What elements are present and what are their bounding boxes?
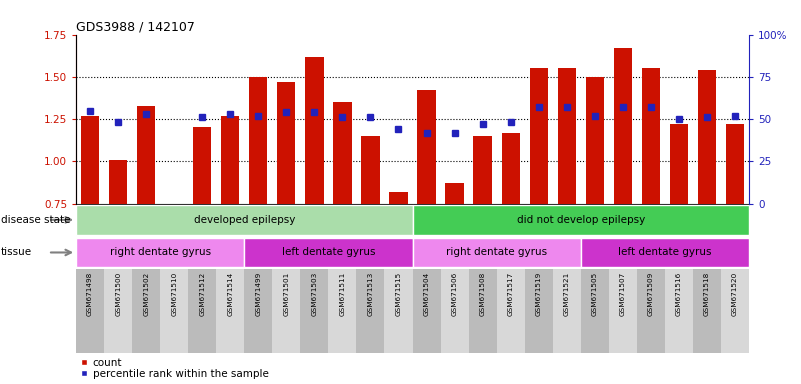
Bar <box>193 127 211 204</box>
Bar <box>76 269 104 353</box>
Text: GSM671516: GSM671516 <box>676 272 682 316</box>
Text: GSM671508: GSM671508 <box>480 272 485 316</box>
Text: GSM671515: GSM671515 <box>396 272 401 316</box>
Bar <box>272 269 300 353</box>
Text: GSM671511: GSM671511 <box>340 272 345 316</box>
Text: GSM671505: GSM671505 <box>592 272 598 316</box>
Bar <box>109 160 127 204</box>
Bar <box>726 124 744 204</box>
Bar <box>104 269 132 353</box>
Bar <box>389 192 408 204</box>
Bar <box>361 136 380 204</box>
Bar <box>356 269 384 353</box>
Bar <box>413 269 441 353</box>
Text: GSM671500: GSM671500 <box>115 272 121 316</box>
Text: GSM671517: GSM671517 <box>508 272 513 316</box>
Text: left dentate gyrus: left dentate gyrus <box>282 247 375 258</box>
Bar <box>637 269 665 353</box>
Text: disease state: disease state <box>1 215 70 225</box>
Bar <box>76 238 244 267</box>
Bar <box>501 132 520 204</box>
Bar <box>445 183 464 204</box>
Text: GSM671518: GSM671518 <box>704 272 710 316</box>
Bar <box>698 70 716 204</box>
Text: right dentate gyrus: right dentate gyrus <box>110 247 211 258</box>
Bar <box>614 48 632 204</box>
Bar <box>76 205 413 235</box>
Bar <box>216 269 244 353</box>
Bar <box>413 205 749 235</box>
Bar <box>221 116 239 204</box>
Bar <box>586 77 604 204</box>
Text: left dentate gyrus: left dentate gyrus <box>618 247 711 258</box>
Bar <box>81 116 99 204</box>
Bar <box>441 269 469 353</box>
Bar <box>244 238 413 267</box>
Bar <box>188 269 216 353</box>
Text: GSM671507: GSM671507 <box>620 272 626 316</box>
Bar <box>277 82 296 204</box>
Text: GSM671503: GSM671503 <box>312 272 317 316</box>
Bar <box>609 269 637 353</box>
Bar <box>721 269 749 353</box>
Bar <box>553 269 581 353</box>
Bar <box>384 269 413 353</box>
Bar <box>525 269 553 353</box>
Bar <box>160 269 188 353</box>
Text: GSM671519: GSM671519 <box>536 272 541 316</box>
Bar <box>413 238 581 267</box>
Text: tissue: tissue <box>1 247 32 258</box>
Text: GSM671502: GSM671502 <box>143 272 149 316</box>
Bar <box>244 269 272 353</box>
Text: GSM671509: GSM671509 <box>648 272 654 316</box>
Text: GSM671499: GSM671499 <box>256 272 261 316</box>
Text: GSM671520: GSM671520 <box>732 272 738 316</box>
Text: GDS3988 / 142107: GDS3988 / 142107 <box>76 20 195 33</box>
Bar <box>132 269 160 353</box>
Bar <box>249 77 268 204</box>
Bar <box>642 68 660 204</box>
Bar <box>557 68 576 204</box>
Legend: count, percentile rank within the sample: count, percentile rank within the sample <box>82 358 268 379</box>
Text: developed epilepsy: developed epilepsy <box>194 215 295 225</box>
Text: right dentate gyrus: right dentate gyrus <box>446 247 547 258</box>
Bar <box>497 269 525 353</box>
Bar <box>417 90 436 204</box>
Text: GSM671521: GSM671521 <box>564 272 570 316</box>
Bar <box>581 238 749 267</box>
Bar <box>300 269 328 353</box>
Text: GSM671504: GSM671504 <box>424 272 429 316</box>
Text: GSM671506: GSM671506 <box>452 272 457 316</box>
Bar <box>693 269 721 353</box>
Text: GSM671514: GSM671514 <box>227 272 233 316</box>
Text: GSM671512: GSM671512 <box>199 272 205 316</box>
Bar <box>529 68 548 204</box>
Text: GSM671501: GSM671501 <box>284 272 289 316</box>
Bar <box>328 269 356 353</box>
Text: did not develop epilepsy: did not develop epilepsy <box>517 215 645 225</box>
Text: GSM671498: GSM671498 <box>87 272 93 316</box>
Bar <box>333 102 352 204</box>
Bar <box>670 124 688 204</box>
Bar <box>665 269 693 353</box>
Bar <box>469 269 497 353</box>
Text: GSM671510: GSM671510 <box>171 272 177 316</box>
Text: GSM671513: GSM671513 <box>368 272 373 316</box>
Bar <box>473 136 492 204</box>
Bar <box>581 269 609 353</box>
Bar <box>137 106 155 204</box>
Bar <box>305 56 324 204</box>
